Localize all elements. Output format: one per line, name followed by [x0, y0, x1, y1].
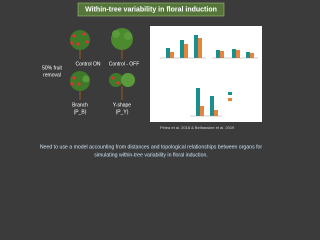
tree-code: (P_Y) [116, 109, 129, 115]
title-box [77, 2, 225, 17]
tree-label: Control - OFF [109, 61, 140, 67]
slide: Within-tree variability in floral induct… [39, 2, 263, 159]
figure-panel [150, 26, 262, 122]
tree [70, 71, 90, 100]
footer-text: Need to use a model accounting from dist… [40, 144, 263, 150]
title: Within-tree variability in floral induct… [85, 7, 217, 14]
tree-label: Y-shape [113, 102, 131, 108]
tree [109, 73, 135, 100]
tree-code: (P_B) [74, 109, 87, 115]
treatment-label: 50% fruit [42, 65, 62, 71]
footer-text: simulating within-tree variability in fl… [94, 152, 208, 158]
citation: Pelea et al. 2018 & Belhassine et al. 20… [160, 125, 235, 130]
tree [70, 30, 90, 59]
tree-label: Branch [72, 102, 88, 108]
treatment-label: removal [43, 72, 61, 78]
tree-images [70, 28, 135, 100]
tree [111, 28, 133, 59]
tree-label: Control ON [75, 61, 100, 67]
